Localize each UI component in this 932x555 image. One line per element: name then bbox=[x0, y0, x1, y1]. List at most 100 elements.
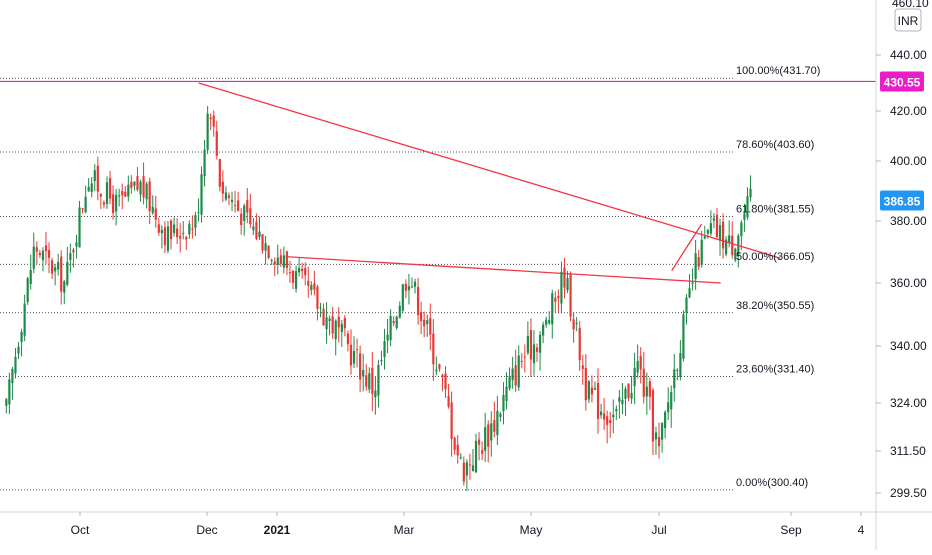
fib-label: 61.80%(381.55) bbox=[736, 203, 814, 215]
candle-body bbox=[468, 464, 472, 466]
candle-body bbox=[325, 317, 328, 330]
currency-label: INR bbox=[898, 14, 919, 28]
candle-body bbox=[673, 369, 676, 389]
candle-body bbox=[621, 400, 624, 405]
candle-body bbox=[725, 239, 728, 255]
candle-body bbox=[218, 158, 221, 187]
candle-body bbox=[23, 303, 26, 336]
candle-body bbox=[87, 186, 90, 192]
candle-body bbox=[407, 286, 411, 291]
fib-label: 38.20%(350.55) bbox=[736, 300, 814, 312]
candle-body bbox=[252, 226, 255, 231]
candle-body bbox=[337, 316, 340, 328]
candle-body bbox=[450, 402, 453, 439]
candle-body bbox=[526, 335, 529, 353]
candle-body bbox=[258, 231, 261, 237]
candle-body bbox=[679, 353, 682, 377]
x-tick-label: Mar bbox=[394, 523, 415, 537]
candle-body bbox=[93, 170, 96, 181]
candle-body bbox=[355, 349, 359, 351]
candle-body bbox=[328, 318, 331, 322]
candle-body bbox=[694, 253, 697, 279]
candle-body bbox=[294, 271, 298, 289]
candle-body bbox=[505, 386, 508, 401]
candle-body bbox=[179, 236, 182, 239]
candle-body bbox=[688, 288, 691, 298]
trendline bbox=[285, 256, 721, 284]
candle-body bbox=[459, 457, 462, 459]
candle-body bbox=[593, 388, 597, 390]
candle-body bbox=[532, 344, 536, 364]
candle-body bbox=[249, 208, 252, 225]
candle-body bbox=[176, 228, 179, 238]
candle-body bbox=[133, 181, 136, 186]
candle-body bbox=[340, 323, 343, 333]
candle-body bbox=[511, 368, 514, 381]
candle-body bbox=[301, 268, 304, 272]
candle-body bbox=[657, 436, 661, 446]
candle-body bbox=[654, 432, 658, 440]
candle-body bbox=[709, 223, 712, 234]
candle-body bbox=[575, 322, 578, 324]
candle-body bbox=[676, 369, 679, 371]
candle-body bbox=[630, 392, 633, 399]
candle-body bbox=[670, 392, 673, 410]
candle-body bbox=[206, 113, 209, 150]
candle-body bbox=[700, 239, 703, 265]
x-tick-label: 4 bbox=[858, 523, 865, 537]
candle-body bbox=[194, 215, 197, 228]
candle-body bbox=[60, 256, 63, 292]
candle-body bbox=[215, 131, 218, 156]
candle-body bbox=[660, 423, 664, 440]
candle-body bbox=[273, 261, 276, 265]
candle-body bbox=[246, 200, 249, 213]
candle-body bbox=[667, 402, 670, 413]
candle-body bbox=[563, 267, 566, 288]
candle-body bbox=[615, 408, 618, 412]
candle-body bbox=[310, 285, 313, 291]
candle-body bbox=[447, 395, 450, 407]
y-tick-label-top: 460.10 bbox=[892, 0, 929, 10]
candle-body bbox=[279, 255, 282, 264]
candle-body bbox=[78, 207, 81, 248]
candle-body bbox=[740, 222, 743, 237]
y-tick-label: 324.00 bbox=[890, 396, 927, 410]
candle-body bbox=[560, 271, 563, 304]
candle-body bbox=[416, 287, 420, 316]
candle-body bbox=[29, 269, 32, 284]
candle-body bbox=[142, 176, 145, 198]
candle-body bbox=[191, 228, 194, 230]
trendlines bbox=[0, 80, 876, 284]
candle-body bbox=[642, 368, 645, 397]
x-tick-label: Jul bbox=[651, 523, 666, 537]
candle-body bbox=[401, 284, 404, 311]
candle-body bbox=[11, 368, 14, 384]
candle-body bbox=[90, 183, 93, 193]
candle-body bbox=[743, 213, 746, 220]
candle-body bbox=[651, 390, 655, 442]
candle-body bbox=[288, 272, 292, 274]
candle-body bbox=[163, 227, 167, 246]
candle-body bbox=[627, 383, 630, 399]
candle-body bbox=[282, 255, 285, 268]
candle-body bbox=[276, 257, 279, 265]
y-tick-label: 420.00 bbox=[890, 104, 927, 118]
candle-body bbox=[81, 208, 84, 210]
candle-body bbox=[224, 192, 228, 200]
candle-body bbox=[392, 320, 395, 324]
candle-body bbox=[148, 181, 151, 212]
y-tick-label: 440.00 bbox=[890, 48, 927, 62]
candle-body bbox=[322, 308, 325, 326]
y-axis[interactable]: 440.00 420.00 400.00 380.00 360.00 340.00 324.… bbox=[876, 0, 929, 500]
x-axis[interactable]: Oct Dec 2021 Mar May Jul Sep 4 bbox=[71, 512, 865, 537]
candle-body bbox=[166, 226, 170, 251]
candle-body bbox=[169, 220, 173, 240]
candle-body bbox=[441, 374, 444, 378]
candle-body bbox=[172, 224, 176, 234]
candle-body bbox=[508, 376, 511, 389]
candle-body bbox=[237, 200, 240, 211]
candle-body bbox=[569, 274, 572, 317]
